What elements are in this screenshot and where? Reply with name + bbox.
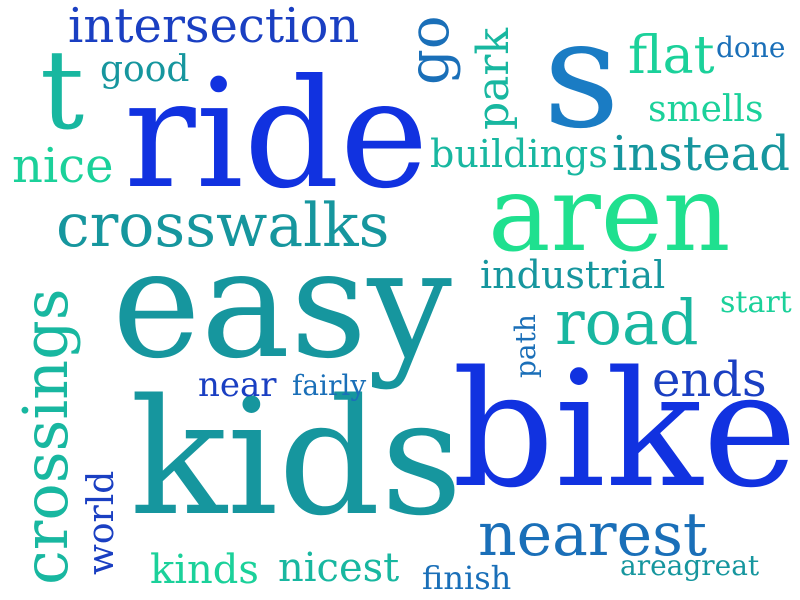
word-intersection: intersection	[68, 0, 360, 54]
word-flat: flat	[628, 26, 715, 86]
word-park: park	[468, 27, 519, 130]
word-start: start	[720, 285, 792, 320]
word-bike: bike	[452, 336, 798, 523]
word-crosswalks: crosswalks	[56, 191, 390, 261]
word-ends: ends	[652, 352, 767, 408]
word-buildings: buildings	[430, 132, 608, 176]
word-smells: smells	[648, 89, 764, 130]
word-kinds: kinds	[150, 547, 259, 593]
word-easy: easy	[112, 218, 452, 392]
word-finish: finish	[422, 559, 512, 597]
word-areagreat: areagreat	[620, 549, 760, 582]
word-aren: aren	[488, 153, 731, 275]
word-near: near	[198, 365, 277, 405]
word-nice: nice	[12, 138, 114, 194]
word-go: go	[397, 15, 462, 85]
word-kids: kids	[130, 364, 463, 551]
word-road: road	[555, 286, 699, 359]
word-industrial: industrial	[480, 253, 666, 297]
word-nearest: nearest	[478, 500, 708, 570]
word-ride: ride	[124, 48, 429, 222]
word-instead: instead	[612, 126, 790, 182]
word-world: world	[81, 470, 122, 575]
word-good: good	[100, 49, 190, 90]
word-t: t	[40, 26, 85, 154]
word-s: s	[543, 0, 620, 162]
word-done: done	[716, 31, 786, 64]
word-fairly: fairly	[292, 369, 367, 402]
word-crossings: crossings	[9, 288, 82, 585]
word-path: path	[509, 314, 542, 378]
word-nicest: nicest	[278, 545, 400, 591]
